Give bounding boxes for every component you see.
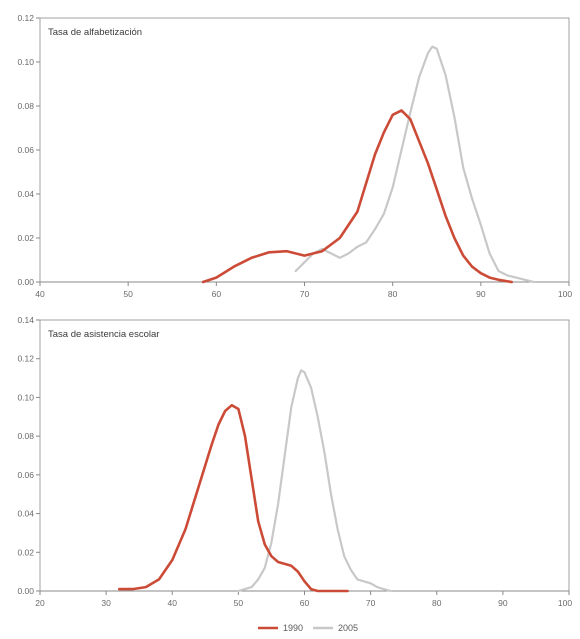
chart-title: Tasa de alfabetización xyxy=(48,27,142,38)
series-line-2005 xyxy=(237,369,392,593)
y-tick-label: 0.08 xyxy=(17,431,34,441)
y-tick-label: 0.10 xyxy=(17,57,34,67)
y-tick-label: 0.06 xyxy=(17,145,34,155)
x-tick-label: 70 xyxy=(300,289,310,299)
x-tick-label: 50 xyxy=(234,598,244,608)
x-tick-label: 90 xyxy=(476,289,486,299)
y-tick-label: 0.08 xyxy=(17,101,34,111)
x-tick-label: 70 xyxy=(366,598,376,608)
y-tick-label: 0.12 xyxy=(17,13,34,23)
x-tick-label: 100 xyxy=(558,289,572,299)
chart-title: Tasa de asistencia escolar xyxy=(48,329,159,340)
x-tick-label: 90 xyxy=(498,598,508,608)
series-line-1990 xyxy=(201,109,513,284)
series-line-2005 xyxy=(294,45,535,284)
legend: 1990 2005 xyxy=(258,623,358,633)
legend-label: 2005 xyxy=(338,623,358,633)
plot-frame xyxy=(39,319,570,592)
x-tick-label: 80 xyxy=(388,289,398,299)
y-tick-label: 0.02 xyxy=(17,547,34,557)
y-tick-label: 0.10 xyxy=(17,392,34,402)
x-tick-label: 20 xyxy=(35,598,45,608)
y-tick-label: 0.12 xyxy=(17,354,34,364)
x-tick-label: 50 xyxy=(123,289,133,299)
chart-panel-1: 0.00 0.02 0.04 0.06 0.08 0.10 0.12 40 50 60 70 80 90… xyxy=(17,13,572,299)
chart-panel-2: 0.00 0.02 0.04 0.06 0.08 0.10 0.12 0.14 20 30 40 50… xyxy=(17,315,572,608)
x-tick-label: 60 xyxy=(212,289,222,299)
x-tick-label: 30 xyxy=(101,598,111,608)
y-tick-label: 0.00 xyxy=(17,277,34,287)
x-tick-label: 80 xyxy=(432,598,442,608)
y-tick-label: 0.00 xyxy=(17,586,34,596)
y-tick-label: 0.04 xyxy=(17,509,34,519)
x-tick-label: 40 xyxy=(35,289,45,299)
legend-label: 1990 xyxy=(283,623,303,633)
x-tick-label: 40 xyxy=(168,598,178,608)
x-tick-label: 60 xyxy=(300,598,310,608)
plot-frame xyxy=(39,17,570,283)
x-tick-label: 100 xyxy=(558,598,572,608)
y-tick-label: 0.02 xyxy=(17,233,34,243)
y-tick-label: 0.04 xyxy=(17,189,34,199)
series-line-1990 xyxy=(118,403,349,593)
y-tick-label: 0.14 xyxy=(17,315,34,325)
y-tick-label: 0.06 xyxy=(17,470,34,480)
